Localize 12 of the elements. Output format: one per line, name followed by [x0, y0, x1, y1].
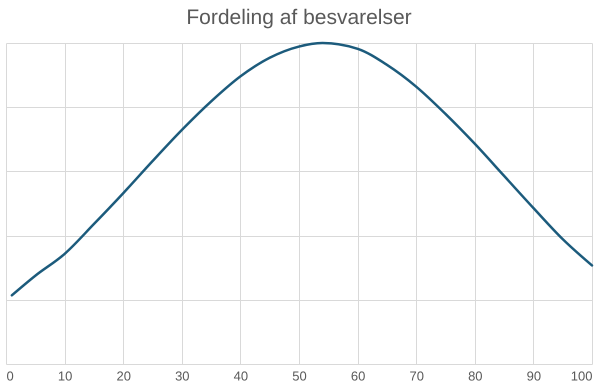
x-tick-label: 10 — [58, 368, 72, 384]
x-tick-label: 60 — [350, 368, 366, 384]
x-tick-label: 0 — [6, 368, 14, 384]
x-tick-label: 90 — [526, 368, 542, 384]
x-tick-label: 40 — [234, 368, 248, 384]
x-tick-label: 30 — [175, 368, 190, 384]
x-tick-label: 50 — [292, 368, 307, 384]
x-tick-label: 20 — [116, 368, 131, 384]
chart-title: Fordeling af besvarelser — [186, 6, 412, 29]
x-tick-label: 100 — [570, 368, 592, 384]
x-tick-label: 70 — [409, 368, 424, 384]
x-tick-label: 80 — [468, 368, 483, 384]
